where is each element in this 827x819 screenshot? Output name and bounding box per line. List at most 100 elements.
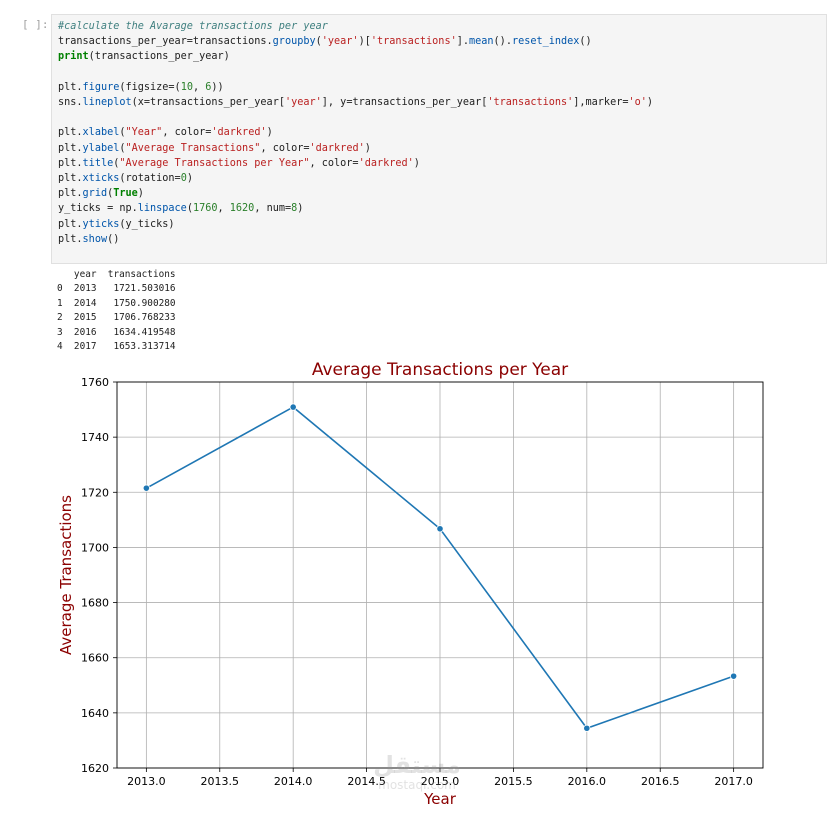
code-token: "Year" — [125, 127, 163, 139]
code-line: plt.title("Average Transactions per Year… — [58, 158, 420, 169]
x-tick-label: 2013.5 — [201, 775, 240, 788]
code-token: 'year' — [321, 36, 359, 48]
code-token: reset_index — [511, 36, 580, 48]
code-line: plt.grid(True) — [58, 188, 144, 199]
y-tick-label: 1740 — [81, 431, 109, 444]
code-cell[interactable]: #calculate the Avarage transactions per … — [51, 14, 827, 264]
code-token: , color= — [260, 142, 310, 154]
code-token: title — [82, 157, 114, 169]
code-token: plt. — [58, 218, 83, 230]
code-token: transactions_per_year=transactions. — [58, 36, 273, 48]
x-tick-label: 2017.0 — [714, 775, 753, 788]
code-token: 'darkred' — [211, 127, 267, 139]
code-token: plt. — [58, 157, 83, 169]
code-token: 1760 — [192, 203, 218, 215]
code-token: show — [82, 233, 108, 245]
code-token: , — [192, 81, 206, 93]
code-token: , color= — [162, 127, 212, 139]
code-token: , num= — [254, 203, 292, 215]
code-token: grid — [82, 188, 108, 200]
code-token: 'transactions' — [370, 36, 457, 48]
code-token: mean — [469, 36, 494, 48]
y-tick-label: 1660 — [81, 652, 109, 665]
code-token: linspace — [137, 203, 187, 215]
code-token: )[ — [358, 36, 371, 48]
data-point-marker — [289, 403, 297, 411]
code-token: ylabel — [82, 142, 120, 154]
data-point-marker — [583, 724, 591, 732]
code-token: y_ticks = np. — [58, 203, 138, 215]
code-token: 10 — [180, 81, 193, 93]
y-tick-label: 1720 — [81, 486, 109, 499]
code-token: print — [58, 51, 89, 63]
code-line: transactions_per_year=transactions.group… — [58, 36, 592, 47]
y-axis-label: Average Transactions — [57, 495, 75, 655]
y-tick-label: 1680 — [81, 597, 109, 610]
code-token: figure — [82, 81, 120, 93]
code-token: (figsize=( — [119, 81, 181, 93]
code-token: , color= — [309, 157, 359, 169]
code-token: plt. — [58, 81, 83, 93]
code-token: 'o' — [628, 97, 647, 109]
data-point-marker — [436, 525, 444, 533]
code-token: ) — [297, 203, 304, 215]
code-token: ) — [413, 157, 420, 169]
code-token: ],marker= — [573, 97, 629, 109]
x-tick-label: 2015.0 — [421, 775, 460, 788]
code-token: ( — [119, 127, 126, 139]
code-token: (x=transactions_per_year[ — [131, 97, 285, 109]
code-token: plt. — [58, 127, 83, 139]
code-token: 'darkred' — [309, 142, 365, 154]
code-token: () — [107, 233, 120, 245]
code-token: yticks — [82, 218, 120, 230]
code-token: lineplot — [82, 97, 132, 109]
code-token: True — [113, 188, 138, 200]
code-token: 'year' — [284, 97, 322, 109]
code-token: xticks — [82, 173, 120, 185]
code-token: #calculate the Avarage transactions per … — [58, 21, 328, 32]
code-token: plt. — [58, 142, 83, 154]
code-token: , — [217, 203, 230, 215]
code-token: plt. — [58, 188, 83, 200]
x-tick-label: 2014.5 — [347, 775, 386, 788]
code-token: 'darkred' — [358, 157, 414, 169]
y-tick-label: 1640 — [81, 707, 109, 720]
code-token: ], y=transactions_per_year[ — [321, 97, 488, 109]
code-token: ) — [646, 97, 654, 109]
code-token: ) — [137, 188, 144, 200]
code-token: ( — [186, 203, 193, 215]
code-line: plt.xlabel("Year", color='darkred') — [58, 127, 273, 138]
code-token: ) — [364, 142, 371, 154]
x-tick-label: 2013.0 — [127, 775, 166, 788]
code-token: ( — [113, 157, 120, 169]
code-token: sns. — [58, 97, 83, 109]
code-token: () — [579, 36, 592, 48]
code-line: plt.show() — [58, 234, 119, 245]
code-line: plt.xticks(rotation=0) — [58, 173, 193, 184]
code-token: (rotation= — [119, 173, 181, 185]
code-token: ]. — [456, 36, 469, 48]
code-line: plt.yticks(y_ticks) — [58, 219, 175, 230]
code-token: 1620 — [229, 203, 255, 215]
cell-prompt: [ ]: — [22, 18, 49, 31]
line-chart: Average Transactions per Year 2013.0 2013… — [57, 360, 764, 808]
x-tick-label: 2014.0 — [274, 775, 313, 788]
code-line: print(transactions_per_year) — [58, 51, 230, 62]
x-tick-label: 2016.0 — [568, 775, 607, 788]
code-line: #calculate the Avarage transactions per … — [58, 21, 328, 32]
code-token: ( — [315, 36, 322, 48]
code-editor[interactable]: #calculate the Avarage transactions per … — [58, 19, 653, 247]
code-token: 'transactions' — [487, 97, 574, 109]
code-token: ) — [266, 127, 273, 139]
data-point-marker — [142, 484, 150, 492]
code-token: 0 — [180, 173, 187, 185]
code-token: (y_ticks) — [119, 218, 175, 230]
code-token: ( — [107, 188, 114, 200]
code-token: (). — [493, 36, 512, 48]
chart-series — [142, 403, 738, 732]
x-tick-label: 2015.5 — [494, 775, 532, 788]
code-token: ) — [186, 173, 193, 185]
code-line: y_ticks = np.linspace(1760, 1620, num=8) — [58, 203, 303, 214]
y-tick-label: 1620 — [81, 762, 109, 775]
code-line: plt.ylabel("Average Transactions", color… — [58, 143, 371, 154]
